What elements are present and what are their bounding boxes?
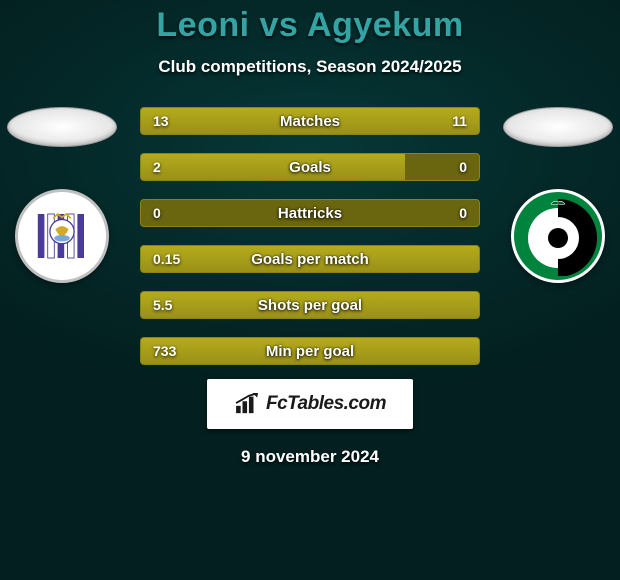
watermark: FcTables.com	[207, 379, 413, 429]
comparison-main: 13Matches112Goals00Hattricks00.15Goals p…	[0, 107, 620, 365]
stat-bar: 2Goals0	[140, 153, 480, 181]
right-player-column	[498, 107, 618, 283]
stat-right-value: 0	[459, 154, 467, 180]
stat-right-value: 0	[459, 200, 467, 226]
left-player-avatar	[7, 107, 117, 147]
stat-bar: 0Hattricks0	[140, 199, 480, 227]
stat-label: Min per goal	[141, 338, 479, 364]
right-club-badge	[511, 189, 605, 283]
stat-bar: 13Matches11	[140, 107, 480, 135]
right-player-avatar	[503, 107, 613, 147]
stat-right-value: 11	[452, 108, 467, 134]
anderlecht-crest-icon	[29, 203, 95, 269]
stats-bars: 13Matches112Goals00Hattricks00.15Goals p…	[140, 107, 480, 365]
left-club-badge	[15, 189, 109, 283]
stat-label: Goals	[141, 154, 479, 180]
stat-label: Shots per goal	[141, 292, 479, 318]
stat-label: Goals per match	[141, 246, 479, 272]
page-title: Leoni vs Agyekum	[0, 6, 620, 45]
fctables-logo-icon	[234, 393, 262, 415]
subtitle: Club competitions, Season 2024/2025	[0, 57, 620, 77]
left-player-column	[2, 107, 122, 283]
watermark-text: FcTables.com	[266, 393, 386, 415]
stat-bar: 733Min per goal	[140, 337, 480, 365]
stat-label: Hattricks	[141, 200, 479, 226]
cercle-brugge-crest-icon	[518, 196, 598, 276]
stat-bar: 5.5Shots per goal	[140, 291, 480, 319]
stat-bar: 0.15Goals per match	[140, 245, 480, 273]
date-text: 9 november 2024	[0, 447, 620, 467]
stat-label: Matches	[141, 108, 479, 134]
